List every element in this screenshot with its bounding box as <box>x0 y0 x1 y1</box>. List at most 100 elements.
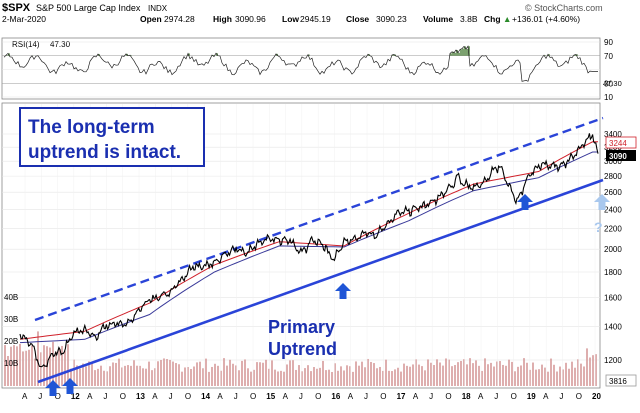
volume-bar <box>496 361 498 386</box>
x-tick-label: J <box>429 392 433 401</box>
primary-uptrend-line-1: Primary <box>268 317 335 337</box>
volume-bar <box>304 368 306 386</box>
volume-bar <box>220 370 222 386</box>
volume-bar <box>382 370 384 386</box>
volume-bar <box>247 368 249 386</box>
volume-bar <box>421 366 423 386</box>
price-tick-label: 1200 <box>604 356 622 365</box>
volume-bar <box>16 346 18 386</box>
volume-value-tag <box>605 374 637 387</box>
volume-bar <box>229 359 231 386</box>
price-tick-label: 2000 <box>604 245 622 254</box>
volume-bar <box>358 365 360 386</box>
volume-bar <box>388 370 390 386</box>
volume-bar <box>556 371 558 386</box>
x-tick-label: J <box>299 392 303 401</box>
volume-bar <box>85 366 87 386</box>
volume-bar <box>367 358 369 386</box>
volume-bar <box>352 371 354 386</box>
x-tick-label: 19 <box>527 392 536 401</box>
volume-bar <box>322 360 324 386</box>
index-name: S&P 500 Large Cap Index <box>36 3 141 13</box>
volume-bar <box>289 360 291 386</box>
volume-bar <box>343 370 345 386</box>
volume-bar <box>442 365 444 386</box>
volume-bar <box>28 349 30 386</box>
volume-bar <box>424 370 426 386</box>
chg-arrow-icon: ▲ <box>503 14 511 24</box>
volume-bar <box>466 364 468 386</box>
upper-value-tag <box>605 136 637 149</box>
volume-value-label: 3816 <box>609 377 627 386</box>
volume-bar <box>565 362 567 386</box>
volume-bar <box>346 365 348 386</box>
x-tick-label: A <box>217 392 223 401</box>
arrows <box>45 194 610 396</box>
volume-bar <box>94 370 96 386</box>
volume-bar <box>445 358 447 386</box>
volume-bar <box>253 369 255 386</box>
uptrend-arrow-icon <box>45 380 61 396</box>
primary-uptrend-line-2: Uptrend <box>268 339 337 359</box>
close-value: 3090.23 <box>376 14 407 24</box>
sma-long-line <box>19 151 598 344</box>
volume-bar <box>142 368 144 386</box>
annotation-box <box>19 107 205 167</box>
close-value-label: 3090 <box>609 152 627 161</box>
volume-bar <box>232 363 234 386</box>
volume-bar <box>448 359 450 386</box>
volume-bar <box>61 345 63 386</box>
volume-bar <box>373 363 375 386</box>
volume-bar <box>385 359 387 386</box>
watermark: © StockCharts.com <box>525 3 603 13</box>
x-tick-label: J <box>169 392 173 401</box>
rsi-grid <box>2 41 600 98</box>
x-tick-label: 18 <box>462 392 471 401</box>
x-tick-label: 16 <box>331 392 340 401</box>
x-tick-label: J <box>494 392 498 401</box>
volume-bar <box>130 365 132 386</box>
volume-bar <box>535 369 537 386</box>
volume-bar <box>499 361 501 386</box>
volume-bar <box>469 358 471 386</box>
volume-bar <box>526 362 528 386</box>
quote-line: Open 2974.28 High 3090.96 Low 2945.19 Cl… <box>140 14 580 24</box>
rsi-tick-label: 70 <box>604 52 613 61</box>
low-value: 2945.19 <box>300 14 331 24</box>
volume-bar <box>475 360 477 386</box>
volume-bar <box>412 364 414 386</box>
volume-bar <box>181 371 183 386</box>
volume-bar <box>571 361 573 386</box>
volume-bar <box>115 362 117 386</box>
volume-bar <box>139 365 141 386</box>
volume-bar <box>211 366 213 386</box>
price-tick-label: 2800 <box>604 172 622 181</box>
volume-bar <box>7 355 9 386</box>
volume-bar <box>400 371 402 386</box>
volume-bar <box>244 359 246 386</box>
volume-bar <box>280 370 282 386</box>
volume-bar <box>583 366 585 386</box>
volume-bar <box>184 367 186 386</box>
volume-bar <box>544 367 546 386</box>
volume-label: Volume <box>423 14 453 24</box>
price-ticks: 3400320030002800260024002200200018001600… <box>604 130 622 365</box>
volume-bar <box>226 365 228 386</box>
volume-bar <box>586 348 588 386</box>
volume-bar <box>316 368 318 386</box>
volume-bar <box>163 358 165 386</box>
volume-bar <box>82 363 84 386</box>
volume-bar <box>265 359 267 386</box>
x-tick-label: O <box>185 392 191 401</box>
volume-bar <box>334 363 336 386</box>
volume-tick-label: 20B <box>4 337 18 346</box>
x-tick-label: A <box>478 392 484 401</box>
close-label: Close <box>346 14 369 24</box>
volume-bar <box>451 366 453 386</box>
volume-value: 3.8B <box>460 14 478 24</box>
volume-bar <box>88 361 90 386</box>
volume-bar <box>118 358 120 386</box>
volume-bar <box>67 344 69 386</box>
price-line <box>19 133 599 368</box>
